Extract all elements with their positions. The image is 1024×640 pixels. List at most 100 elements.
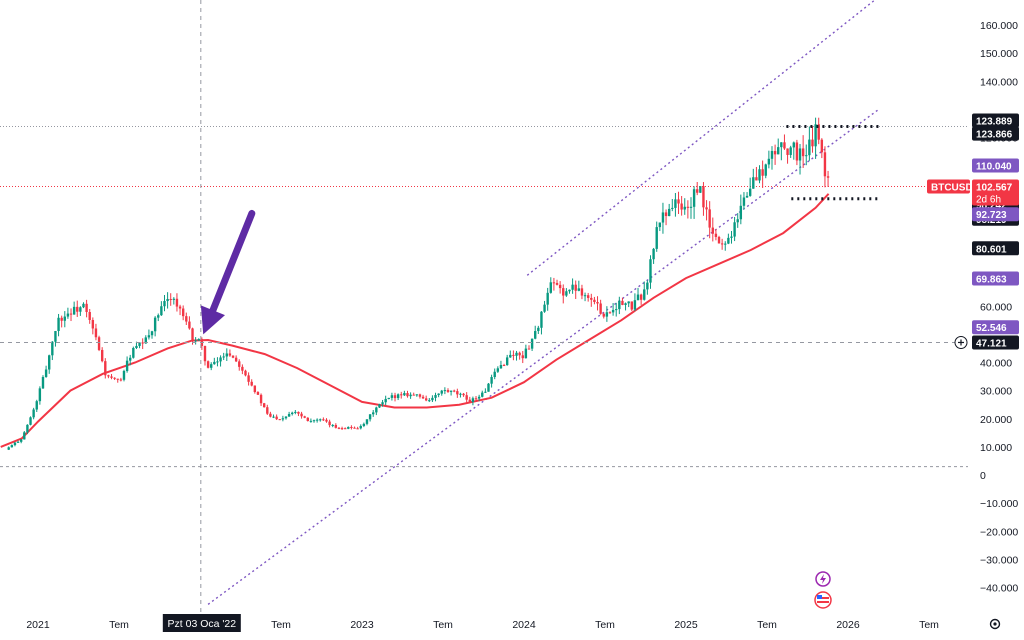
y-axis[interactable]: 160.000150.000140.000120.00060.00040.000… [980,20,1018,595]
candle-body [786,148,789,155]
us-flag-icon[interactable] [814,591,832,609]
candle-body [415,394,419,396]
candle-body [350,426,353,428]
y-tick-label: 10.000 [980,442,1012,454]
candle-body [758,169,761,181]
annotation-arrow[interactable] [200,209,256,335]
candle-body [518,352,521,356]
x-tick-label: 2025 [674,619,698,631]
candle-body [826,176,830,178]
candle-body [446,390,450,392]
candle-body [702,186,705,208]
candle-body [172,298,176,300]
candle-body [630,301,633,310]
price-tag: 69.863 [976,275,1007,286]
event-icons[interactable] [814,571,832,609]
price-tag-bg [972,320,1019,335]
candle-body [359,425,362,429]
candle-body [739,205,743,220]
candle-body [558,284,562,289]
candle-body [717,236,721,244]
candle-body [104,361,107,376]
candle-body [157,315,160,318]
candle-body [294,411,297,413]
candle-body [624,303,627,305]
price-tag: 80.601 [976,244,1007,255]
candle-body [356,428,359,430]
candle-body [390,395,394,398]
candle-body [465,395,468,400]
last-price-tag: 102.567 [976,183,1013,194]
candle-body [649,259,652,283]
price-tag: 110.040 [976,162,1012,173]
settings-icon[interactable] [989,618,1001,630]
candle-body [583,295,587,297]
candle-body [312,420,316,422]
candle-body [287,414,291,417]
candle-body [206,361,210,368]
price-tag: 123.866 [976,130,1013,141]
x-tick-label: 2023 [350,619,374,631]
y-tick-label: 40.000 [980,358,1012,370]
price-tag: 92.723 [976,210,1007,221]
candle-body [72,306,76,315]
price-tag: 52.546 [976,323,1007,334]
candle-body [699,186,702,193]
y-tick-label: 160.000 [980,20,1018,32]
parallel-channel[interactable] [207,0,880,605]
y-tick-label: 20.000 [980,414,1012,426]
candle-body [820,139,824,153]
candle-body [259,394,263,404]
candle-body [94,328,98,338]
candle-body [527,348,531,350]
candle-body [213,361,216,365]
lightning-bolt-glyph [820,574,826,584]
candle-body [331,425,334,427]
candlesticks [7,117,830,451]
x-axis[interactable]: 2021 Tem Tem 2023 Tem 2024 Tem 2025 Tem 2026 Tem Pz… [26,614,939,632]
candle-body [752,177,755,189]
candle-body [35,401,38,410]
arrow-head[interactable] [200,305,225,335]
y-tick-label: 140.000 [980,76,1018,88]
candle-body [543,304,546,312]
candle-body [424,398,428,401]
candle-body [627,301,630,304]
candle-body [674,199,677,208]
candle-body [783,142,786,149]
candle-body [742,197,746,206]
x-tick-label: 2021 [26,619,50,631]
dotted-levels[interactable] [786,125,881,201]
candle-body [119,379,123,381]
candle-body [605,312,609,317]
candle-body [297,411,300,414]
candle-body [10,445,14,448]
candle-body [474,398,478,400]
candle-body [48,355,51,370]
candle-body [153,317,157,332]
candle-body [403,393,406,396]
candle-body [530,338,534,349]
channel-upper-line[interactable] [526,0,879,276]
candle-body [608,312,612,314]
y-tick-label: −30.000 [980,554,1018,566]
arrow-shaft[interactable] [209,209,256,314]
x-tick-label: 2024 [512,619,536,631]
channel-lower-line[interactable] [207,108,880,605]
candle-body [618,300,621,310]
candle-body [646,282,649,290]
candle-body [633,300,637,310]
plot-area[interactable] [0,0,968,612]
candle-body [393,395,397,399]
candle-body [166,298,169,302]
candle-body [396,394,400,399]
candle-body [278,419,281,421]
candle-body [76,306,79,312]
candle-body [534,331,537,339]
candle-body [7,447,10,450]
candle-body [615,309,618,311]
candle-body [100,349,104,362]
candle-body [372,412,375,415]
